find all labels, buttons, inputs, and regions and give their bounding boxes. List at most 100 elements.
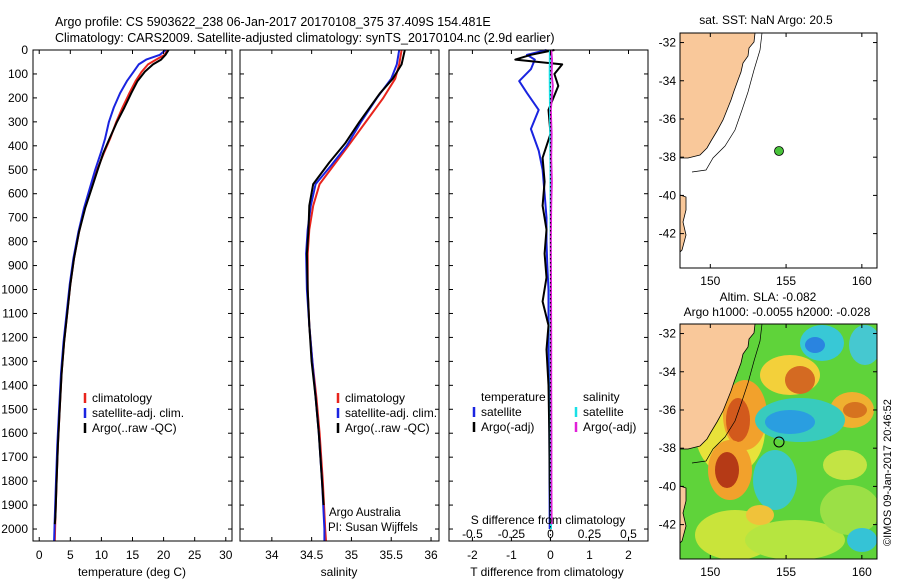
- difference-top-label: S difference from climatology: [471, 513, 626, 527]
- salinity-annotation-2: PI: Susan Wijffels: [328, 522, 418, 534]
- p-temp-xtick-label: 20: [157, 548, 171, 562]
- p-sst-lon-label: 155: [776, 274, 796, 288]
- p-sla-lat-label: -32: [659, 327, 677, 341]
- p-diff-xtick-label: -1: [506, 548, 517, 562]
- p-temp-legend-label: satellite-adj. clim.: [92, 406, 184, 420]
- p-temp-legend-label: Argo(..raw -QC): [92, 421, 177, 435]
- p-sst-lon-label: 160: [852, 274, 872, 288]
- salinity-panel: 34 34.5 35 35.5 36 salinity climatologysatel…: [239, 49, 440, 579]
- depth-label: 1700: [1, 450, 28, 464]
- depth-label: 1600: [1, 426, 28, 440]
- sst-isobath: [691, 33, 763, 173]
- p-sst-lat-label: -34: [659, 74, 677, 88]
- sla-float-marker: [773, 436, 785, 448]
- p-sla-lat-label: -42: [659, 518, 677, 532]
- p-temp-xtick-label: 10: [95, 548, 109, 562]
- depth-label: 800: [8, 235, 28, 249]
- difference-top-tick-label: 0.25: [578, 527, 602, 541]
- p-diff-series-3: [549, 49, 554, 525]
- difference-ticks: -2 -1 0 1 2 -0.5 -0.25 0 0.25 0.5: [449, 49, 648, 562]
- difference-axes-frame: [448, 49, 649, 542]
- difference-legend-title-salinity: salinity: [583, 390, 620, 404]
- p-sal-legend-label: climatology: [345, 391, 405, 405]
- depth-label: 500: [8, 163, 28, 177]
- p-sla-lon-label: 155: [776, 565, 796, 579]
- sst-map-ticks: 150 155 160 -32 -34 -36 -38 -40 -42: [659, 33, 877, 288]
- temperature-lines: [53, 49, 170, 542]
- sst-map-title: sat. SST: NaN Argo: 20.5: [699, 13, 833, 27]
- sla-map-ticks: 150 155 160 -32 -34 -36 -38 -40 -42: [659, 324, 877, 579]
- depth-label: 1200: [1, 330, 28, 344]
- depth-label: 2000: [1, 522, 28, 536]
- sla-title-2: Argo h1000: -0.0055 h2000: -0.028: [684, 305, 871, 319]
- p-sla-lat-label: -40: [659, 479, 677, 493]
- p-sst-lat-label: -40: [659, 188, 677, 202]
- difference-legend: temperature salinitysatelliteArgo(-adj)sa…: [472, 390, 636, 434]
- difference-legend-label: Argo(-adj): [583, 420, 636, 434]
- p-sst-lat-label: -42: [659, 227, 677, 241]
- depth-label: 1800: [1, 474, 28, 488]
- p-diff-xtick-label: 1: [586, 548, 593, 562]
- p-diff-series-1: [514, 49, 564, 525]
- depth-label: 1400: [1, 378, 28, 392]
- p-temp-legend-label: climatology: [92, 391, 152, 405]
- temperature-axes-frame: [32, 49, 233, 542]
- salinity-annotation-1: Argo Australia: [329, 507, 401, 519]
- p-sal-xtick-label: 34.5: [300, 548, 324, 562]
- sla-map-frame: [679, 323, 878, 560]
- difference-legend-label: satellite: [583, 405, 624, 419]
- sla-map-panel: Altim. SLA: -0.082 Argo h1000: -0.0055 h…: [659, 290, 894, 579]
- temperature-ticks: 0 5 10 15 20 25 300100200300400500600700800900…: [1, 43, 232, 562]
- salinity-xlabel: salinity: [321, 565, 358, 579]
- p-sla-lat-label: -38: [659, 441, 677, 455]
- salinity-lines: [305, 49, 406, 542]
- p-diff-xtick-label: 0: [547, 548, 554, 562]
- difference-panel: -2 -1 0 1 2 -0.5 -0.25 0 0.25 0.5 T difference fr…: [448, 49, 649, 579]
- depth-label: 700: [8, 211, 28, 225]
- difference-top-tick-label: 0.5: [620, 527, 637, 541]
- p-sal-xtick-label: 35.5: [380, 548, 404, 562]
- header-line1: Argo profile: CS 5903622_238 06-Jan-2017…: [55, 15, 491, 29]
- difference-legend-label: Argo(-adj): [481, 420, 534, 434]
- p-sst-lon-label: 150: [700, 274, 720, 288]
- difference-legend-title-temperature: temperature: [481, 390, 546, 404]
- copyright-label: ©IMOS 09-Jan-2017 20:46:52: [882, 399, 894, 546]
- difference-top-tick-label: -0.5: [462, 527, 483, 541]
- sst-float-marker: [774, 146, 784, 156]
- sla-title-1: Altim. SLA: -0.082: [720, 290, 817, 304]
- p-temp-xtick-label: 25: [188, 548, 202, 562]
- depth-label: 1000: [1, 283, 28, 297]
- p-temp-xtick-label: 30: [219, 548, 233, 562]
- p-temp-xtick-label: 0: [36, 548, 43, 562]
- sst-map-panel: sat. SST: NaN Argo: 20.5 150 155 160 -32 -34…: [659, 13, 878, 288]
- p-diff-series-0: [518, 49, 551, 530]
- p-sla-lat-label: -36: [659, 403, 677, 417]
- p-sal-xtick-label: 36: [424, 548, 438, 562]
- p-temp-series-0: [53, 49, 169, 542]
- difference-lines: [514, 49, 564, 530]
- p-sal-legend-label: satellite-adj. clim.: [345, 406, 437, 420]
- p-sal-xtick-label: 34: [265, 548, 279, 562]
- p-sal-legend-label: Argo(..raw -QC): [345, 421, 430, 435]
- p-temp-series-1: [53, 49, 167, 542]
- header-line2: Climatology: CARS2009. Satellite-adjuste…: [55, 31, 555, 45]
- p-sst-lat-label: -38: [659, 150, 677, 164]
- p-diff-xtick-label: 2: [625, 548, 632, 562]
- p-sla-lon-label: 150: [700, 565, 720, 579]
- sst-land-mainland: [680, 33, 756, 159]
- depth-label: 1300: [1, 354, 28, 368]
- depth-label: 100: [8, 67, 28, 81]
- p-temp-series-2: [53, 49, 170, 525]
- temperature-xlabel: temperature (deg C): [78, 565, 186, 579]
- p-sal-series-2: [305, 49, 406, 506]
- depth-label: 0: [21, 43, 28, 57]
- depth-label: 400: [8, 139, 28, 153]
- sla-field-patches: [695, 325, 877, 559]
- sla-land-mainland: [680, 324, 756, 450]
- sst-map-frame: [679, 32, 878, 269]
- depth-label: 1500: [1, 402, 28, 416]
- p-sla-lat-label: -34: [659, 365, 677, 379]
- p-temp-xtick-label: 5: [67, 548, 74, 562]
- depth-label: 200: [8, 91, 28, 105]
